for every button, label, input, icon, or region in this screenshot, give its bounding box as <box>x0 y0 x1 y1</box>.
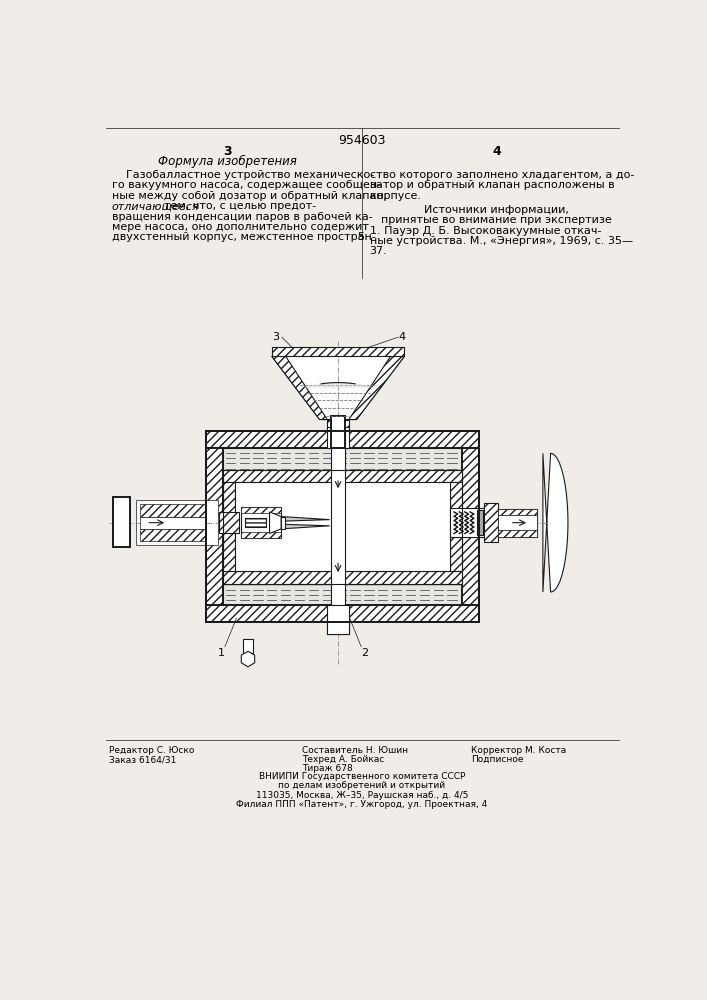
Text: 3: 3 <box>223 145 231 158</box>
Text: двухстенный корпус, межстенное простран-: двухстенный корпус, межстенное простран- <box>112 232 375 242</box>
Polygon shape <box>272 356 327 420</box>
Bar <box>484 503 498 542</box>
Bar <box>223 584 462 605</box>
Bar <box>223 470 462 584</box>
Bar <box>498 530 537 537</box>
Text: го вакуумного насоса, содержащее сообщен-: го вакуумного насоса, содержащее сообщен… <box>112 180 381 190</box>
Text: по делам изобретений и открытий: по делам изобретений и открытий <box>279 781 445 790</box>
Text: 4: 4 <box>492 145 501 158</box>
Bar <box>498 509 537 537</box>
Text: отличающееся: отличающееся <box>112 201 199 211</box>
Text: Корректор М. Коста: Корректор М. Коста <box>472 746 566 755</box>
Text: Газобалластное устройство механическо-: Газобалластное устройство механическо- <box>112 170 374 180</box>
Bar <box>223 470 462 584</box>
Text: 3: 3 <box>272 332 279 342</box>
Bar <box>206 431 479 622</box>
Text: Техред А. Бойкас: Техред А. Бойкас <box>302 755 384 764</box>
Polygon shape <box>269 512 281 533</box>
Bar <box>140 504 206 541</box>
Polygon shape <box>281 524 329 529</box>
Text: Редактор С. Юско: Редактор С. Юско <box>110 746 194 755</box>
Text: вращения конденсации паров в рабочей ка-: вращения конденсации паров в рабочей ка- <box>112 212 373 222</box>
Bar <box>206 605 479 622</box>
Text: Источники информации,: Источники информации, <box>424 205 569 215</box>
Text: Филиал ППП «Патент», г. Ужгород, ул. Проектная, 4: Филиал ППП «Патент», г. Ужгород, ул. Про… <box>236 800 488 809</box>
Bar <box>140 504 206 517</box>
Bar <box>327 605 349 634</box>
Bar <box>498 509 537 515</box>
Polygon shape <box>241 651 255 667</box>
Bar <box>223 448 462 470</box>
Bar <box>462 448 479 605</box>
Polygon shape <box>281 517 329 521</box>
Text: 2: 2 <box>361 648 368 658</box>
Bar <box>223 482 235 571</box>
Bar <box>140 529 206 541</box>
Bar <box>245 518 267 527</box>
Bar <box>241 507 281 538</box>
Text: Тираж 678: Тираж 678 <box>302 764 353 773</box>
Text: ство которого заполнено хладагентом, а до-: ство которого заполнено хладагентом, а д… <box>370 170 634 180</box>
Bar <box>136 500 218 545</box>
Polygon shape <box>349 356 404 420</box>
Bar <box>327 427 349 448</box>
Bar <box>113 497 130 547</box>
Text: ные между собой дозатор и обратный клапан,: ные между собой дозатор и обратный клапа… <box>112 191 387 201</box>
Polygon shape <box>281 517 285 529</box>
Bar <box>327 420 349 431</box>
Text: 1. Пауэр Д. Б. Высоковакуумные откач-: 1. Пауэр Д. Б. Высоковакуумные откач- <box>370 225 601 236</box>
Text: Заказ 6164/31: Заказ 6164/31 <box>110 755 177 764</box>
Bar <box>241 532 281 538</box>
Text: ные устройства. М., «Энергия», 1969, с. 35—: ные устройства. М., «Энергия», 1969, с. … <box>370 236 633 246</box>
Text: затор и обратный клапан расположены в: затор и обратный клапан расположены в <box>370 180 614 190</box>
Bar <box>206 448 223 605</box>
Bar <box>450 482 462 571</box>
Text: мере насоса, оно дополнительно содержит: мере насоса, оно дополнительно содержит <box>112 222 368 232</box>
Text: 1: 1 <box>218 648 225 658</box>
Bar <box>498 515 537 530</box>
Bar <box>235 482 450 571</box>
Text: 954603: 954603 <box>338 134 386 147</box>
Bar <box>450 508 484 537</box>
Bar <box>331 416 345 448</box>
Text: ВНИИПИ Государственного комитета СССР: ВНИИПИ Государственного комитета СССР <box>259 772 465 781</box>
Bar <box>140 517 206 529</box>
Polygon shape <box>543 453 568 592</box>
Bar <box>241 507 281 513</box>
Text: 113035, Москва, Ж–35, Раушская наб., д. 4/5: 113035, Москва, Ж–35, Раушская наб., д. … <box>256 791 468 800</box>
Text: тем, что, с целью предот-: тем, что, с целью предот- <box>164 201 316 211</box>
Bar <box>477 510 483 535</box>
Bar <box>243 639 253 653</box>
Bar <box>218 512 239 533</box>
Text: принятые во внимание при экспертизе: принятые во внимание при экспертизе <box>381 215 612 225</box>
Bar <box>223 571 462 584</box>
Text: Формула изобретения: Формула изобретения <box>158 155 297 168</box>
Polygon shape <box>272 356 404 420</box>
Text: 5: 5 <box>357 232 364 242</box>
Bar <box>331 431 345 622</box>
Bar <box>272 347 404 356</box>
Text: 37.: 37. <box>370 246 387 256</box>
Polygon shape <box>305 383 372 387</box>
Text: 4: 4 <box>399 332 406 342</box>
Bar <box>206 431 479 448</box>
Text: корпусе.: корпусе. <box>370 191 421 201</box>
Bar <box>223 470 462 482</box>
Text: Составитель Н. Юшин: Составитель Н. Юшин <box>302 746 408 755</box>
Bar <box>327 617 349 634</box>
Text: Подписное: Подписное <box>472 755 524 764</box>
Bar <box>206 431 479 622</box>
